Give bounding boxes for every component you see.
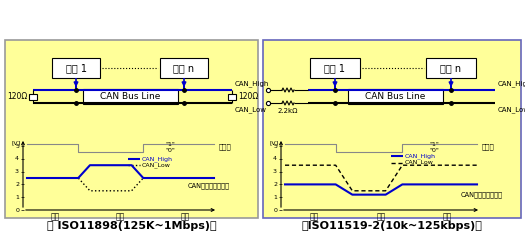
Text: 显性: 显性 [376,212,386,222]
Bar [5,40,258,218]
Bar [160,58,208,78]
Text: 0: 0 [273,207,277,212]
Bar [426,58,476,78]
Bar [310,58,360,78]
Text: 2.2kΩ: 2.2kΩ [278,108,298,114]
Text: CAN_High: CAN_High [235,80,269,87]
Text: [V]: [V] [12,140,21,145]
Text: CAN_Low: CAN_Low [235,106,267,113]
Bar [29,93,37,100]
Text: 【 ISO11898(125K~1Mbps)】: 【 ISO11898(125K~1Mbps)】 [47,221,216,231]
Text: 单元 n: 单元 n [440,63,461,73]
Text: CAN Bus Line: CAN Bus Line [100,92,161,101]
Text: CAN_High: CAN_High [142,156,173,162]
Bar [83,89,178,104]
Text: 单元 1: 单元 1 [66,63,87,73]
Text: 5: 5 [273,143,277,148]
Text: 3: 3 [273,169,277,174]
Text: CAN_High: CAN_High [498,80,525,87]
Text: CAN_Low: CAN_Low [142,162,171,168]
Text: 单元 1: 单元 1 [324,63,345,73]
Text: 120Ω: 120Ω [7,92,27,101]
Text: 3: 3 [15,169,19,174]
Text: CAN_Low: CAN_Low [498,106,525,113]
Text: CAN Bus Line: CAN Bus Line [365,92,426,101]
Text: 120Ω: 120Ω [238,92,258,101]
Text: CAN_High: CAN_High [405,153,436,159]
Text: 2: 2 [273,182,277,187]
Text: 隐性: 隐性 [443,212,453,222]
Text: 4: 4 [273,156,277,161]
Text: CAN总线的物理信号: CAN总线的物理信号 [461,191,503,198]
Text: 隐性: 隐性 [51,212,60,222]
Bar [52,58,100,78]
Bar [348,89,443,104]
Text: 1: 1 [273,195,277,200]
Text: 单元 n: 单元 n [173,63,195,73]
Text: "1": "1" [429,142,439,147]
Text: 5: 5 [15,143,19,148]
Text: 2: 2 [15,182,19,187]
Text: 隐性: 隐性 [181,212,190,222]
Text: CAN总线的物理信号: CAN总线的物理信号 [188,183,230,189]
Text: 显性: 显性 [116,212,125,222]
Text: 1: 1 [15,195,19,200]
Text: 4: 4 [15,156,19,161]
Text: 【ISO11519-2(10k~125kbps)】: 【ISO11519-2(10k~125kbps)】 [301,221,482,231]
Text: [V]: [V] [270,140,279,145]
Text: "0": "0" [166,148,176,153]
Bar [228,93,236,100]
Text: "1": "1" [166,142,176,147]
Text: 逻辑値: 逻辑値 [219,144,232,150]
Text: 逻辑値: 逻辑値 [482,144,495,150]
Text: "0": "0" [429,148,439,153]
Bar [263,40,521,218]
Text: 隐性: 隐性 [310,212,319,222]
Text: CAN_Low: CAN_Low [405,160,434,165]
Text: 0: 0 [15,207,19,212]
